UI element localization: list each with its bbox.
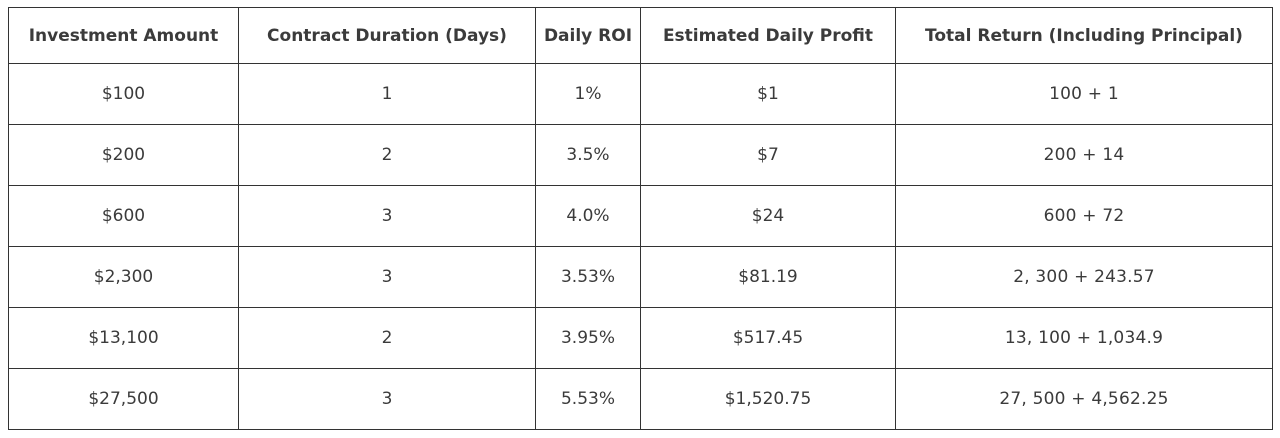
table-cell-investment-amount: $13,100	[8, 307, 239, 369]
table-cell-estimated-daily-profit: $7	[640, 124, 896, 186]
table-cell-estimated-daily-profit: $1	[640, 63, 896, 125]
table-cell-investment-amount: $27,500	[8, 368, 239, 430]
table-row: $200 2 3.5% $7 200 + 14	[8, 124, 1273, 186]
table-cell-estimated-daily-profit: $81.19	[640, 246, 896, 308]
table-cell-total-return: 13, 100 + 1,034.9	[895, 307, 1273, 369]
table-cell-total-return: 100 + 1	[895, 63, 1273, 125]
column-header-investment-amount: Investment Amount	[8, 7, 239, 64]
table-cell-contract-duration: 2	[238, 307, 536, 369]
table-cell-investment-amount: $200	[8, 124, 239, 186]
table-header-row: Investment Amount Contract Duration (Days…	[8, 7, 1273, 64]
table-cell-investment-amount: $600	[8, 185, 239, 247]
column-header-total-return: Total Return (Including Principal)	[895, 7, 1273, 64]
table-cell-investment-amount: $100	[8, 63, 239, 125]
column-header-contract-duration: Contract Duration (Days)	[238, 7, 536, 64]
table-row: $27,500 3 5.53% $1,520.75 27, 500 + 4,562.25	[8, 368, 1273, 430]
table-cell-contract-duration: 3	[238, 246, 536, 308]
table-cell-total-return: 2, 300 + 243.57	[895, 246, 1273, 308]
table-cell-estimated-daily-profit: $517.45	[640, 307, 896, 369]
table-cell-contract-duration: 2	[238, 124, 536, 186]
table-cell-daily-roi: 4.0%	[535, 185, 641, 247]
table-cell-investment-amount: $2,300	[8, 246, 239, 308]
table-row: $600 3 4.0% $24 600 + 72	[8, 185, 1273, 247]
table-cell-daily-roi: 3.53%	[535, 246, 641, 308]
table-cell-total-return: 27, 500 + 4,562.25	[895, 368, 1273, 430]
column-header-estimated-daily-profit: Estimated Daily Profit	[640, 7, 896, 64]
table-cell-contract-duration: 1	[238, 63, 536, 125]
investment-plans-table: Investment Amount Contract Duration (Days…	[8, 7, 1273, 430]
table-row: $100 1 1% $1 100 + 1	[8, 63, 1273, 125]
table-cell-daily-roi: 5.53%	[535, 368, 641, 430]
table-row: $13,100 2 3.95% $517.45 13, 100 + 1,034.9	[8, 307, 1273, 369]
table-cell-daily-roi: 3.95%	[535, 307, 641, 369]
table-cell-daily-roi: 3.5%	[535, 124, 641, 186]
table-cell-total-return: 200 + 14	[895, 124, 1273, 186]
table-row: $2,300 3 3.53% $81.19 2, 300 + 243.57	[8, 246, 1273, 308]
table-cell-estimated-daily-profit: $1,520.75	[640, 368, 896, 430]
table-cell-total-return: 600 + 72	[895, 185, 1273, 247]
table-cell-daily-roi: 1%	[535, 63, 641, 125]
table-cell-contract-duration: 3	[238, 185, 536, 247]
table-cell-contract-duration: 3	[238, 368, 536, 430]
table-cell-estimated-daily-profit: $24	[640, 185, 896, 247]
column-header-daily-roi: Daily ROI	[535, 7, 641, 64]
